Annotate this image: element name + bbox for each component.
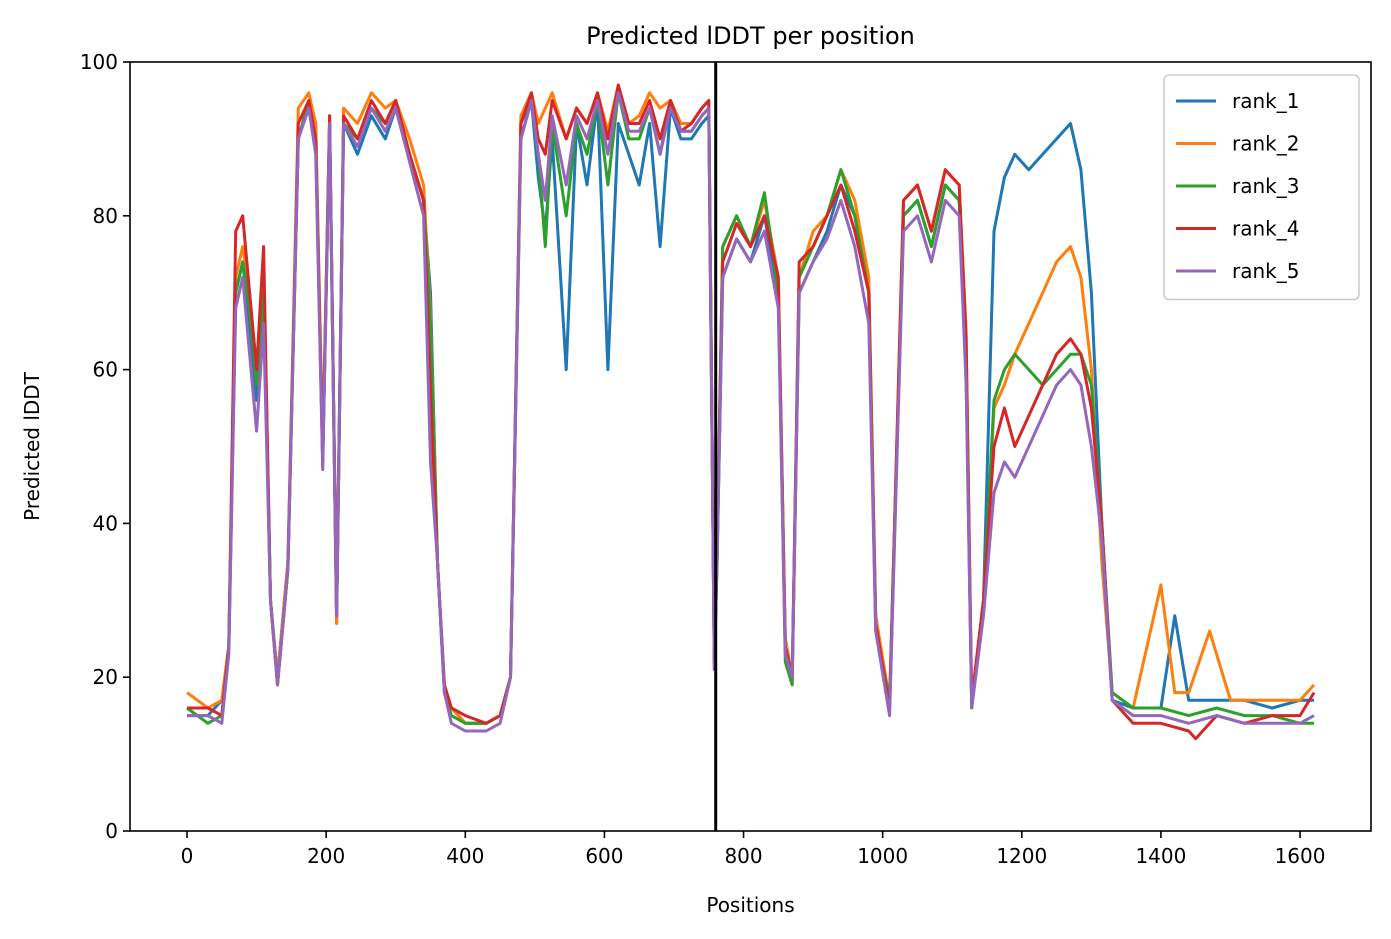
x-tick-label: 600 (585, 844, 623, 868)
y-tick-label: 60 (93, 358, 118, 382)
series-line-rank_4 (187, 83, 1316, 741)
x-tick-label: 0 (181, 844, 194, 868)
x-tick-label: 200 (307, 844, 345, 868)
series-line-rank_2 (186, 83, 1316, 725)
x-tick-label: 1600 (1275, 844, 1326, 868)
y-tick-label: 20 (93, 665, 118, 689)
y-axis: 0 20 40 60 80 100 (80, 50, 130, 843)
chart-title: Predicted lDDT per position (586, 22, 915, 50)
x-tick-label: 1200 (996, 844, 1047, 868)
x-tick-label: 800 (724, 844, 762, 868)
legend-label-rank_1: rank_1 (1232, 89, 1299, 113)
legend-label-rank_3: rank_3 (1232, 174, 1299, 198)
legend: rank_1 rank_2 rank_3 rank_4 rank_5 (1163, 74, 1360, 301)
x-tick-label: 400 (446, 844, 484, 868)
y-tick-label: 100 (80, 50, 118, 74)
legend-label-rank_4: rank_4 (1232, 217, 1299, 241)
series-line-rank_1 (187, 99, 1314, 725)
x-tick-label: 1400 (1135, 844, 1186, 868)
axes-frame (129, 61, 1372, 832)
y-axis-title: Predicted lDDT (20, 371, 44, 521)
y-tick-label: 40 (93, 511, 118, 535)
plot-lines (186, 62, 1316, 831)
series-line-rank_3 (186, 91, 1314, 725)
series-line-rank_5 (187, 91, 1315, 733)
legend-label-rank_5: rank_5 (1232, 259, 1299, 283)
x-tick-label: 1000 (857, 844, 908, 868)
x-axis: 0 200 400 600 800 1000 1200 1400 1600 (181, 831, 1326, 868)
legend-label-rank_2: rank_2 (1232, 132, 1299, 156)
y-tick-label: 0 (105, 819, 118, 843)
legend-box (1163, 74, 1360, 301)
x-axis-title: Positions (706, 893, 794, 917)
y-tick-label: 80 (93, 204, 118, 228)
